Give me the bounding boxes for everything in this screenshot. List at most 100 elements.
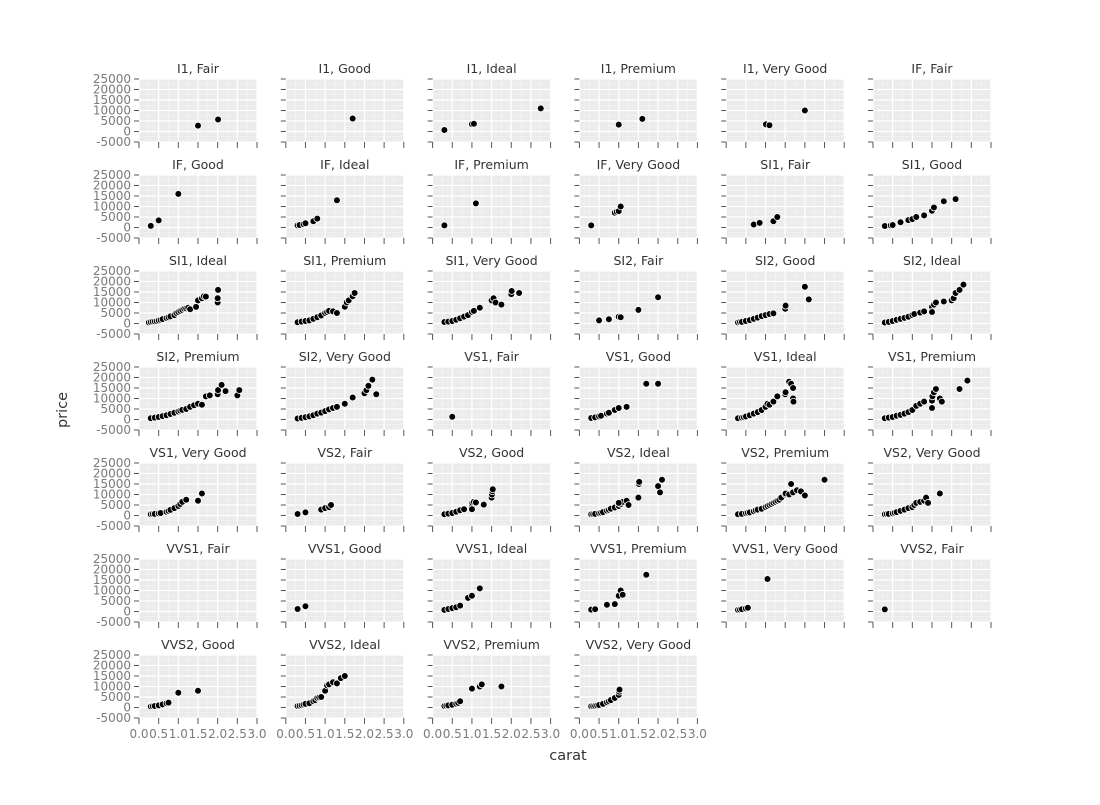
y-tick-label: 0 — [123, 317, 131, 331]
x-tick-label: 1.5 — [335, 727, 354, 741]
y-tick-label: 5000 — [100, 594, 131, 608]
data-point — [587, 221, 595, 230]
data-point — [789, 397, 798, 406]
data-point — [333, 679, 341, 688]
y-tick-label: 20000 — [93, 563, 131, 577]
data-point — [488, 485, 497, 494]
data-point — [468, 684, 476, 693]
panel: VVS1, Ideal — [427, 541, 552, 628]
data-point — [801, 491, 809, 500]
data-point — [174, 190, 183, 198]
data-point — [448, 412, 457, 421]
x-axis-title: carat — [549, 748, 587, 764]
y-tick-label: 0 — [123, 605, 131, 619]
panel-label: I1, Good — [319, 61, 372, 76]
panel: VS1, Premium — [868, 349, 992, 436]
y-tick-label: 20000 — [93, 659, 131, 673]
data-point — [610, 600, 619, 608]
data-point — [789, 384, 797, 392]
data-point — [618, 590, 627, 599]
panel-label: IF, Good — [172, 157, 224, 172]
data-point — [616, 202, 625, 211]
x-tick-label: 2.5 — [375, 727, 394, 741]
panel-label: VVS2, Very Good — [586, 637, 692, 652]
data-point — [214, 286, 222, 294]
panel-label: I1, Ideal — [467, 61, 517, 76]
y-tick-label: 15000 — [93, 93, 131, 107]
data-point — [615, 685, 624, 694]
data-point — [928, 404, 936, 412]
y-tick-label: 25000 — [93, 648, 131, 662]
y-axis-title: price — [55, 392, 71, 428]
data-point — [206, 391, 214, 400]
data-point — [368, 375, 377, 384]
data-point — [755, 219, 764, 227]
panel-label: VVS1, Very Good — [732, 541, 838, 556]
panel-label: SI2, Ideal — [903, 253, 961, 268]
x-tick-label: 0.5 — [443, 727, 462, 741]
data-point — [642, 570, 651, 579]
y-tick-label: 15000 — [93, 285, 131, 299]
data-point — [536, 104, 545, 113]
panel-label: VVS2, Premium — [443, 637, 540, 652]
data-point — [938, 397, 946, 406]
x-tick-label: 1.5 — [629, 727, 648, 741]
data-point — [192, 303, 200, 311]
data-point — [765, 121, 774, 129]
data-point — [624, 501, 633, 509]
panel-label: VS1, Fair — [464, 349, 520, 364]
data-point — [333, 196, 341, 205]
data-point — [348, 114, 357, 123]
x-tick-label: 1.0 — [609, 727, 628, 741]
panel-label: VS1, Ideal — [754, 349, 817, 364]
panel-label: IF, Fair — [911, 61, 953, 76]
data-point — [497, 300, 506, 309]
x-tick-label: 1.5 — [188, 727, 207, 741]
data-point — [327, 501, 335, 509]
y-tick-label: 15000 — [93, 669, 131, 683]
panel: VS1, Good — [574, 349, 699, 436]
data-point — [340, 672, 349, 680]
data-point — [616, 313, 625, 322]
panel-label: VVS1, Fair — [166, 541, 230, 556]
x-tick-label: 1.0 — [462, 727, 481, 741]
data-point — [214, 386, 222, 394]
x-tick-label: 2.0 — [208, 727, 227, 741]
y-tick-label: 0 — [123, 413, 131, 427]
data-point — [634, 306, 643, 314]
x-tick-label: 2.0 — [502, 727, 521, 741]
panel-label: VS2, Good — [459, 445, 524, 460]
data-point — [781, 388, 790, 397]
data-point — [603, 600, 611, 609]
data-point — [920, 397, 928, 406]
y-tick-label: 20000 — [93, 83, 131, 97]
panel: I1, Good — [280, 61, 405, 148]
panel: I1, Ideal — [427, 61, 552, 148]
data-point — [896, 218, 905, 227]
data-point — [634, 493, 643, 502]
x-tick-label: 2.0 — [355, 727, 374, 741]
data-point — [147, 222, 155, 230]
panel-label: SI1, Good — [902, 157, 962, 172]
y-tick-label: -5000 — [96, 423, 131, 437]
y-tick-label: 10000 — [93, 104, 131, 118]
y-tick-label: 5000 — [100, 498, 131, 512]
data-point — [333, 403, 341, 411]
panel: I1, Premium — [574, 61, 699, 148]
data-point — [951, 195, 960, 203]
y-tick-label: 0 — [123, 509, 131, 523]
data-point — [472, 498, 480, 507]
panel: VS2, Premium — [721, 445, 845, 532]
data-point — [955, 286, 964, 294]
y-tick-label: 15000 — [93, 189, 131, 203]
data-point — [638, 115, 647, 123]
panel: VVS2, Very Good 0.0 0.5 1.0 1.5 2.0 2.5 3.0 — [570, 637, 707, 741]
panel-label: VS1, Very Good — [149, 445, 246, 460]
panel: SI2, Good — [721, 253, 845, 340]
data-point — [350, 289, 359, 297]
panel: IF, Very Good — [574, 157, 699, 244]
data-point — [658, 475, 666, 484]
data-point — [198, 489, 206, 498]
y-tick-label: -5000 — [96, 711, 131, 725]
